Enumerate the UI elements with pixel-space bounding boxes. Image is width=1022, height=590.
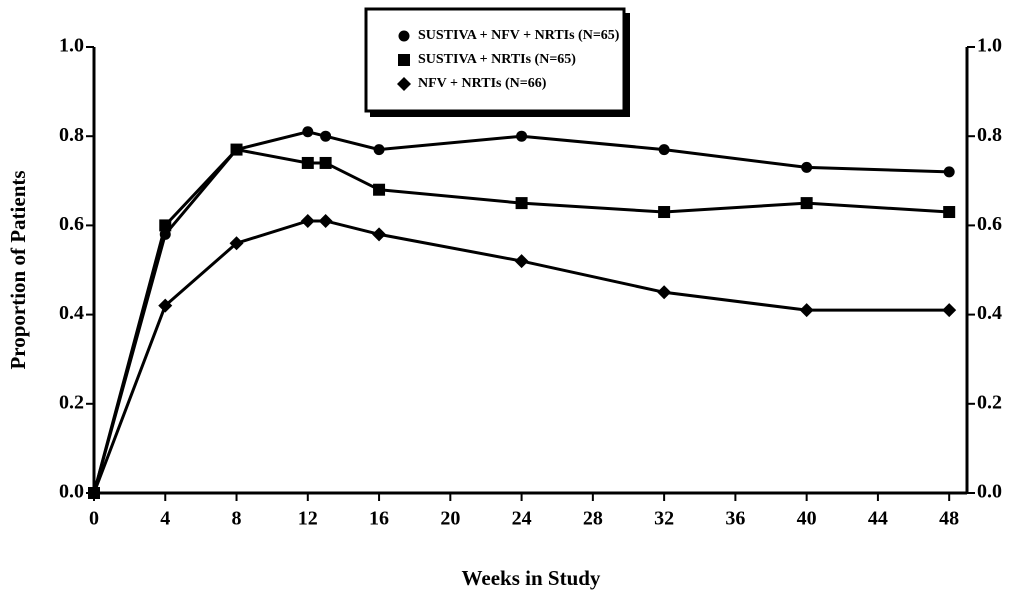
x-tick-label: 8 xyxy=(232,508,242,530)
x-tick-label: 40 xyxy=(797,508,817,530)
marker xyxy=(799,303,814,318)
marker xyxy=(516,130,528,142)
legend-marker xyxy=(397,77,411,91)
marker xyxy=(158,298,173,313)
x-tick-label: 16 xyxy=(369,508,389,530)
marker xyxy=(800,197,813,210)
marker xyxy=(372,227,387,242)
x-tick-label: 20 xyxy=(440,508,460,530)
y-tick-label: 0.8 xyxy=(59,124,84,146)
marker xyxy=(320,130,332,142)
y-tick-label: 0.6 xyxy=(59,213,84,235)
legend-marker xyxy=(398,54,410,66)
y-tick-label: 0.0 xyxy=(59,481,84,503)
series-line xyxy=(92,219,950,494)
legend-label: NFV + NRTIs (N=66) xyxy=(418,76,547,91)
x-axis-title: Weeks in Study xyxy=(462,566,601,590)
marker xyxy=(159,219,172,232)
marker xyxy=(801,161,813,173)
marker xyxy=(515,197,528,210)
x-tick-label: 32 xyxy=(654,508,674,530)
marker xyxy=(229,236,244,251)
y-tick-label: 0.4 xyxy=(59,302,84,324)
marker xyxy=(373,183,386,196)
x-tick-label: 36 xyxy=(725,508,745,530)
marker xyxy=(943,166,955,178)
y2-tick-label: 0.0 xyxy=(977,481,1002,503)
marker xyxy=(230,143,243,156)
marker xyxy=(318,213,333,228)
x-tick-label: 0 xyxy=(89,508,99,530)
marker xyxy=(87,486,101,500)
y2-tick-label: 0.8 xyxy=(977,124,1002,146)
marker xyxy=(319,156,332,169)
y2-tick-label: 0.2 xyxy=(977,391,1002,413)
legend-marker xyxy=(398,30,410,42)
y2-tick-label: 0.6 xyxy=(977,213,1002,235)
marker xyxy=(300,213,315,228)
marker xyxy=(657,285,672,300)
marker xyxy=(943,206,956,219)
series-line xyxy=(92,130,950,494)
marker xyxy=(658,206,671,219)
marker xyxy=(658,144,670,156)
x-tick-label: 12 xyxy=(298,508,318,530)
marker xyxy=(514,254,529,269)
y-axis-title: Proportion of Patients xyxy=(6,170,30,369)
x-tick-label: 48 xyxy=(939,508,959,530)
legend-label: SUSTIVA + NFV + NRTIs (N=65) xyxy=(418,28,620,43)
x-tick-label: 24 xyxy=(512,508,532,530)
marker xyxy=(942,303,957,318)
marker xyxy=(302,126,314,138)
series-line xyxy=(92,147,950,494)
marker xyxy=(301,156,314,169)
y-tick-label: 0.2 xyxy=(59,391,84,413)
marker xyxy=(373,144,385,156)
x-tick-label: 4 xyxy=(160,508,170,530)
y2-tick-label: 1.0 xyxy=(977,35,1002,57)
x-tick-label: 44 xyxy=(868,508,888,530)
y-tick-label: 1.0 xyxy=(59,35,84,57)
x-tick-label: 28 xyxy=(583,508,603,530)
legend-label: SUSTIVA + NRTIs (N=65) xyxy=(418,52,576,67)
y2-tick-label: 0.4 xyxy=(977,302,1002,324)
